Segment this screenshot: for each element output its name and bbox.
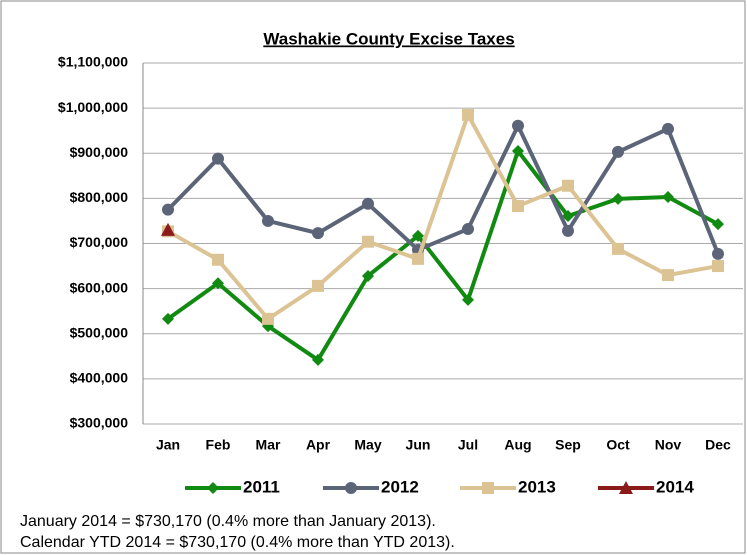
- data-point: [162, 203, 174, 216]
- data-point: [512, 200, 524, 213]
- data-point: [312, 227, 324, 240]
- y-tick-label: $500,000: [70, 324, 129, 340]
- data-point: [512, 119, 524, 132]
- y-tick-label: $800,000: [70, 189, 129, 205]
- x-tick-label: Nov: [655, 437, 682, 453]
- legend-label: 2013: [518, 477, 556, 496]
- data-point: [712, 260, 724, 273]
- x-tick-label: Jun: [406, 437, 431, 453]
- x-tick-label: May: [354, 437, 381, 453]
- y-tick-label: $600,000: [70, 279, 129, 295]
- data-point: [712, 247, 724, 260]
- data-point: [662, 122, 674, 135]
- x-tick-label: Mar: [256, 437, 281, 453]
- x-tick-label: Aug: [504, 437, 531, 453]
- legend-marker: [482, 482, 494, 494]
- x-tick-label: Jul: [458, 437, 478, 453]
- data-point: [562, 179, 574, 192]
- data-point: [262, 312, 274, 325]
- note: January 2014 = $730,170 (0.4% more than …: [20, 513, 436, 530]
- data-point: [362, 269, 374, 282]
- data-point: [362, 197, 374, 210]
- y-tick-label: $1,000,000: [58, 99, 128, 115]
- data-point: [462, 223, 474, 236]
- note: Calendar YTD 2014 = $730,170 (0.4% more …: [20, 534, 455, 551]
- data-point: [161, 222, 175, 236]
- data-point: [612, 145, 624, 158]
- x-tick-label: Oct: [606, 437, 630, 453]
- x-tick-label: Jan: [156, 437, 180, 453]
- data-point: [612, 242, 624, 255]
- y-tick-label: $400,000: [70, 370, 129, 386]
- data-point: [662, 191, 674, 204]
- legend-marker: [345, 482, 357, 494]
- data-point: [312, 279, 324, 292]
- series-line: [166, 123, 720, 255]
- legend-marker: [207, 482, 219, 494]
- data-point: [212, 253, 224, 266]
- legend-label: 2012: [381, 477, 419, 496]
- y-tick-label: $700,000: [70, 234, 129, 250]
- data-point: [362, 235, 374, 248]
- x-tick-label: Apr: [306, 437, 331, 453]
- y-tick-label: $1,100,000: [58, 54, 128, 70]
- data-point: [412, 229, 424, 242]
- data-point: [512, 144, 524, 157]
- x-tick-label: Feb: [206, 437, 231, 453]
- data-point: [212, 152, 224, 165]
- data-point: [212, 277, 224, 290]
- x-tick-label: Sep: [555, 437, 581, 453]
- data-point: [262, 214, 274, 227]
- legend-marker: [619, 481, 633, 494]
- data-point: [462, 293, 474, 306]
- data-point: [712, 218, 724, 231]
- data-point: [412, 252, 424, 265]
- series-line: [166, 148, 719, 362]
- series-line: [167, 112, 719, 321]
- data-point: [162, 312, 174, 325]
- data-point: [662, 269, 674, 282]
- x-tick-label: Dec: [705, 437, 731, 453]
- y-tick-label: $300,000: [70, 415, 129, 431]
- legend-label: 2011: [243, 477, 280, 496]
- y-tick-label: $900,000: [70, 144, 129, 160]
- data-point: [312, 353, 324, 366]
- data-point: [562, 224, 574, 237]
- legend-label: 2014: [656, 477, 694, 496]
- data-point: [562, 209, 574, 222]
- data-point: [612, 192, 624, 205]
- data-point: [462, 108, 474, 121]
- chart-title: Washakie County Excise Taxes: [263, 29, 514, 48]
